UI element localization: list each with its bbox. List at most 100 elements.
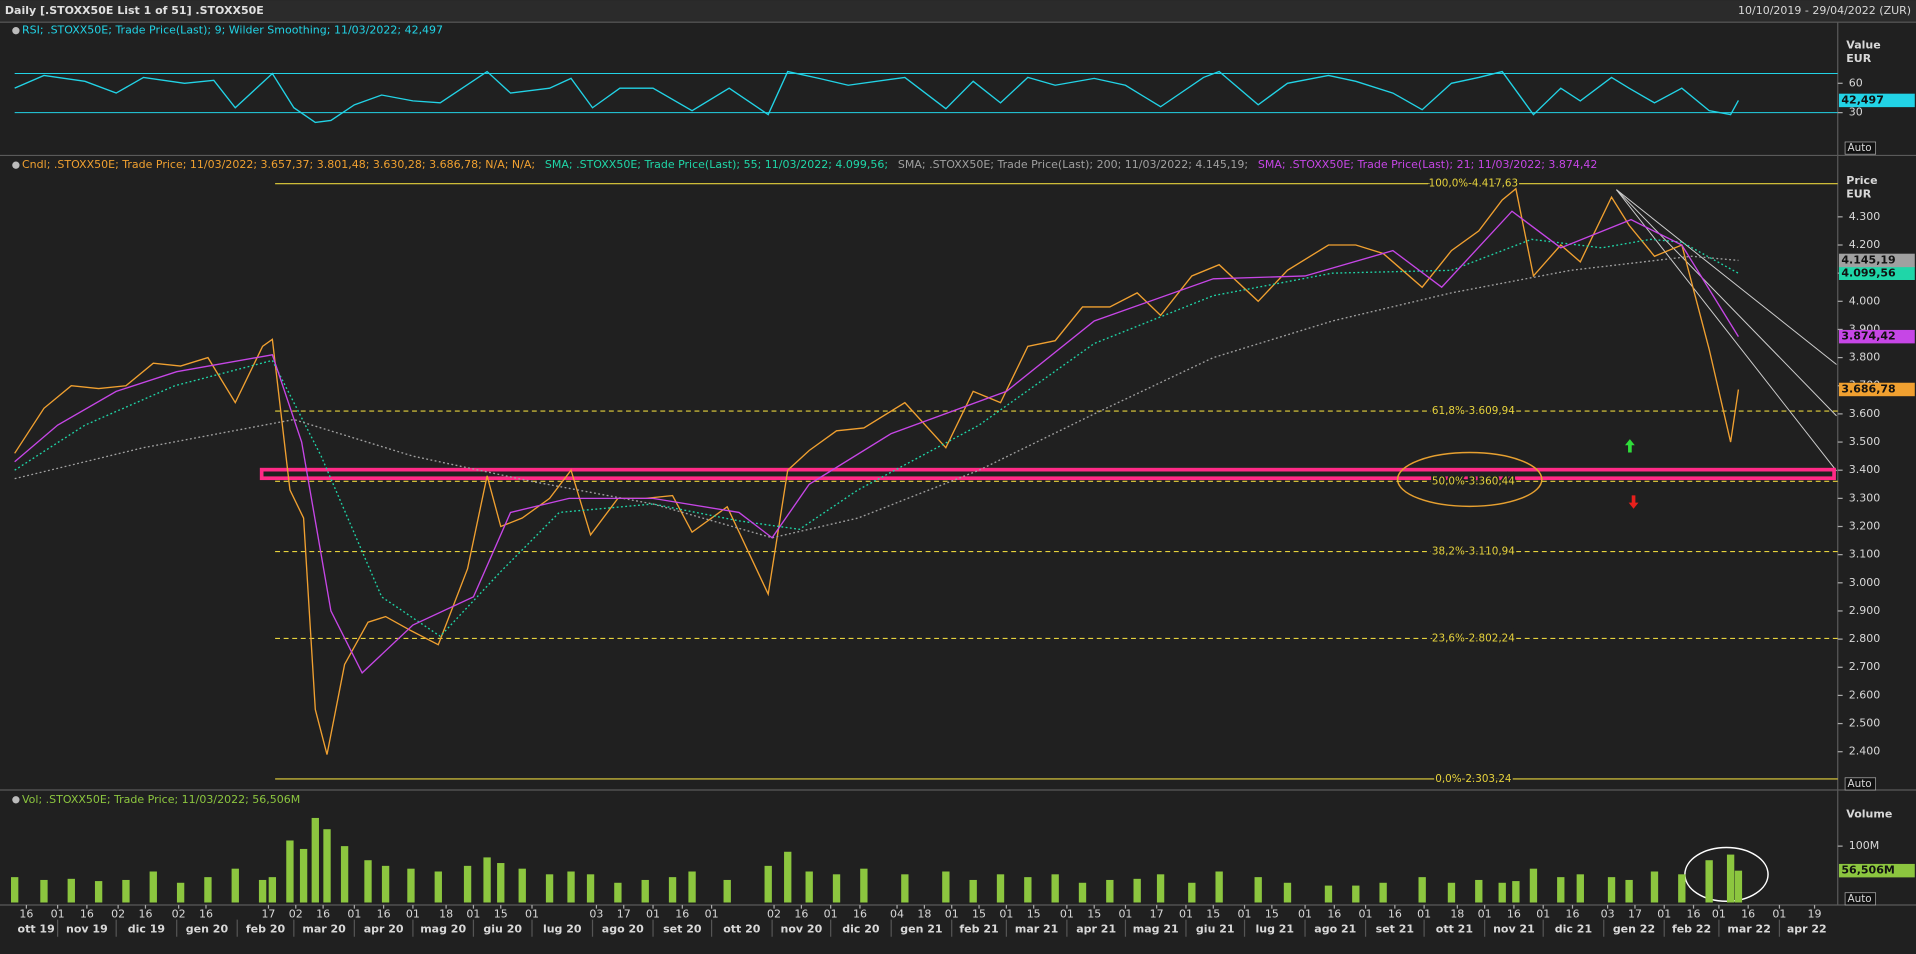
scale-mode-box	[1844, 892, 1877, 906]
last-value-box	[1838, 329, 1915, 344]
y-tick-label: 2.400	[1849, 745, 1880, 758]
legend-entry: SMA; .STOXX50E; Trade Price(Last); 55; 1…	[545, 158, 888, 171]
x-tick-label: 15	[972, 908, 986, 921]
legend-icon	[12, 27, 20, 35]
x-tick-label: 15	[494, 908, 508, 921]
volume-bar	[1324, 885, 1333, 903]
volume-bar	[1576, 874, 1584, 903]
x-tick-label: 16	[1388, 908, 1402, 921]
x-tick-label: 16	[675, 908, 689, 921]
series-line	[14, 255, 1739, 539]
volume-bar	[204, 877, 212, 903]
y-tick-label: 4.200	[1849, 238, 1880, 251]
volume-bar	[483, 857, 491, 903]
last-value-box	[1838, 863, 1915, 878]
last-value-label: 4.099,56	[1841, 266, 1896, 279]
x-tick-label: 01	[1657, 908, 1671, 921]
y-axis-label: Value	[1846, 38, 1880, 51]
volume-bar	[1379, 882, 1387, 903]
volume-bar	[1447, 882, 1456, 903]
x-tick-label: 16	[1507, 908, 1521, 921]
x-tick-label: 02	[767, 908, 781, 921]
level-label: 100,0%-4.417,63	[1429, 178, 1519, 190]
volume-bar	[1625, 879, 1633, 903]
volume-bar	[567, 871, 575, 903]
volume-bar	[258, 879, 267, 903]
legend: Vol; .STOXX50E; Trade Price; 11/03/2022;…	[22, 793, 300, 806]
x-month-label: mar 22	[1727, 922, 1770, 935]
x-tick-label: 03	[1601, 908, 1615, 921]
legend: RSI; .STOXX50E; Trade Price(Last); 9; Wi…	[22, 24, 443, 37]
x-tick-label: 15	[1206, 908, 1220, 921]
x-tick-label: 18	[917, 908, 931, 921]
volume-bar	[1726, 854, 1735, 903]
legend-entry: Vol; .STOXX50E; Trade Price; 11/03/2022;…	[22, 793, 300, 806]
volume-bar	[67, 878, 75, 903]
volume-bar	[11, 877, 19, 903]
y-tick-label: 100M	[1849, 839, 1880, 852]
x-tick-label: 16	[1565, 908, 1579, 921]
window-title: Daily [.STOXX50E List 1 of 51] .STOXX50E	[5, 4, 264, 17]
x-month-label: gen 21	[900, 922, 942, 935]
y-tick-label: 30	[1849, 106, 1863, 119]
x-tick-label: 01	[1118, 908, 1132, 921]
x-tick-label: 17	[617, 908, 631, 921]
volume-bar	[407, 868, 415, 903]
x-tick-label: 16	[19, 908, 33, 921]
x-month-label: gen 22	[1613, 922, 1655, 935]
x-tick-label: 01	[1359, 908, 1373, 921]
x-month-label: lug 21	[1255, 922, 1294, 935]
date-range: 10/10/2019 - 29/04/2022 (ZUR)	[1738, 4, 1911, 17]
volume-bar	[122, 879, 130, 903]
x-tick-label: 01	[646, 908, 660, 921]
volume-bar	[1418, 877, 1426, 903]
volume-bar	[1352, 885, 1360, 903]
volume-bar	[1678, 874, 1686, 903]
volume-bar	[1215, 871, 1223, 903]
y-tick-label: 3.200	[1849, 520, 1880, 533]
x-tick-label: 16	[1741, 908, 1755, 921]
volume-bar	[364, 860, 372, 903]
volume-bar	[1705, 860, 1713, 903]
last-value-box	[1838, 382, 1915, 397]
volume-bar	[1557, 877, 1565, 903]
x-tick-label: 01	[1772, 908, 1786, 921]
volume-bar	[176, 882, 185, 903]
x-month-label: set 21	[1376, 922, 1414, 935]
y-tick-label: 3.600	[1849, 407, 1880, 420]
x-month-label: lug 20	[543, 922, 582, 935]
x-tick-label: 16	[316, 908, 330, 921]
x-tick-label: 01	[1298, 908, 1312, 921]
x-month-label: gen 20	[186, 922, 229, 935]
level-label: 50,0%-3.360,44	[1432, 475, 1515, 487]
volume-bar	[1512, 881, 1520, 903]
y-tick-label: 3.100	[1849, 548, 1880, 561]
volume-bar	[969, 879, 977, 903]
volume-bar	[340, 846, 349, 903]
x-tick-label: 15	[1087, 908, 1101, 921]
x-month-label: nov 19	[66, 922, 108, 935]
y-tick-label: 3.300	[1849, 491, 1880, 504]
volume-bar	[586, 874, 595, 903]
trend-line	[1616, 189, 1837, 365]
y-tick-label: 3.500	[1849, 435, 1880, 448]
last-value-label: 42,497	[1841, 93, 1883, 106]
x-month-label: apr 20	[364, 922, 404, 935]
y-axis-label: Volume	[1846, 807, 1892, 820]
legend: Cndl; .STOXX50E; Trade Price; 11/03/2022…	[22, 158, 1597, 171]
y-tick-label: 4.300	[1849, 210, 1880, 223]
volume-bar	[299, 848, 308, 903]
volume-bar	[434, 871, 442, 903]
x-month-label: feb 20	[246, 922, 286, 935]
volume-bar	[832, 874, 841, 903]
legend-entry: RSI; .STOXX50E; Trade Price(Last); 9; Wi…	[22, 24, 443, 37]
x-tick-label: 02	[111, 908, 125, 921]
volume-bar	[40, 879, 48, 903]
level-label: 23,6%-2.802,24	[1432, 632, 1515, 644]
y-axis-label: Price	[1846, 174, 1877, 187]
x-month-label: feb 22	[1672, 922, 1711, 935]
x-month-label: giu 21	[1196, 922, 1235, 935]
volume-bar	[1078, 882, 1087, 903]
last-value-label: 3.874,42	[1841, 330, 1895, 343]
y-tick-label: 2.700	[1849, 660, 1880, 673]
